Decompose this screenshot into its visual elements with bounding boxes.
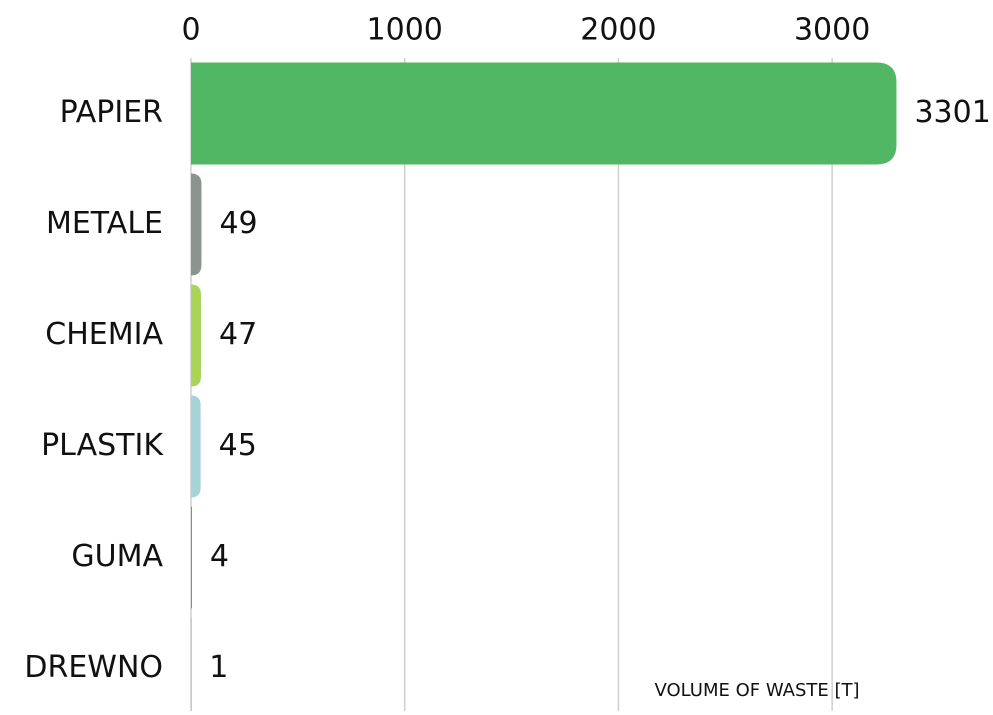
value-label: 45 xyxy=(219,428,257,463)
bar xyxy=(191,63,896,165)
x-tick-label: 0 xyxy=(181,13,200,48)
y-tick-label: METALE xyxy=(46,206,163,241)
value-label: 3301 xyxy=(914,95,990,130)
bar xyxy=(191,507,192,609)
y-tick-label: GUMA xyxy=(71,539,163,574)
value-label: 49 xyxy=(219,206,257,241)
y-tick-label: PLASTIK xyxy=(41,428,164,463)
x-tick-label: 1000 xyxy=(367,13,443,48)
bar xyxy=(191,396,201,498)
value-label: 1 xyxy=(209,650,228,685)
x-tick-label: 2000 xyxy=(580,13,656,48)
y-tick-label: PAPIER xyxy=(60,95,163,130)
y-tick-label: DREWNO xyxy=(24,650,163,685)
x-axis-label: VOLUME OF WASTE [T] xyxy=(654,680,859,701)
y-tick-label: CHEMIA xyxy=(45,317,163,352)
value-label: 47 xyxy=(219,317,257,352)
bar xyxy=(191,174,201,276)
value-label: 4 xyxy=(210,539,229,574)
x-tick-label: 3000 xyxy=(794,13,870,48)
bar xyxy=(191,285,201,387)
